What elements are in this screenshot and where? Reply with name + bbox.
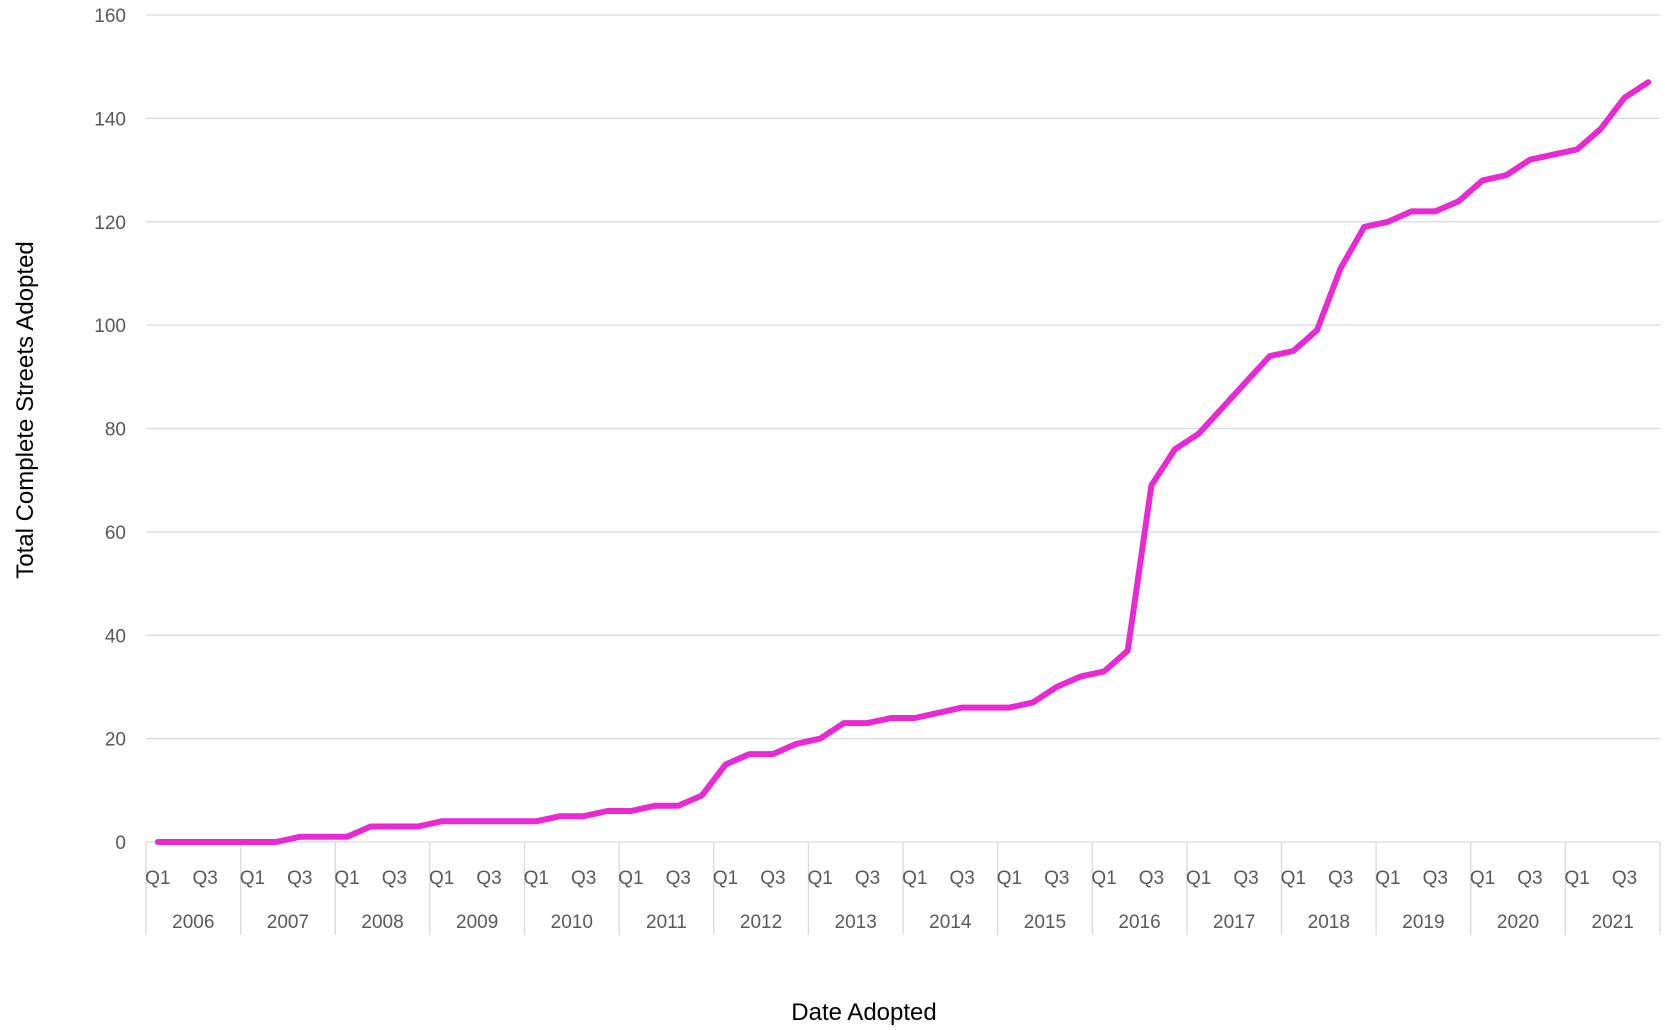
x-tick-label: Q1 [429, 868, 454, 889]
x-tick-label: Q1 [1375, 868, 1400, 889]
x-tick-label: Q1 [1091, 868, 1116, 889]
x-tick-label: Q3 [949, 868, 974, 889]
x-tick-label: Q1 [902, 868, 927, 889]
x-tick-label: Q3 [1423, 868, 1448, 889]
year-label: 2021 [1592, 912, 1634, 933]
x-tick-label: Q1 [334, 868, 359, 889]
x-tick-label: Q3 [382, 868, 407, 889]
y-tick-label: 80 [105, 420, 126, 441]
x-tick-label: Q3 [855, 868, 880, 889]
x-axis-title: Date Adopted [791, 999, 936, 1026]
x-tick-label: Q1 [1565, 868, 1590, 889]
x-tick-label: Q3 [1139, 868, 1164, 889]
year-label: 2008 [361, 912, 403, 933]
x-tick-label: Q3 [1517, 868, 1542, 889]
x-tick-label: Q1 [997, 868, 1022, 889]
year-label: 2012 [740, 912, 782, 933]
x-tick-label: Q1 [1186, 868, 1211, 889]
x-tick-label: Q3 [1233, 868, 1258, 889]
x-tick-label: Q3 [1044, 868, 1069, 889]
year-label: 2014 [929, 912, 972, 933]
year-label: 2011 [646, 912, 687, 933]
x-tick-label: Q3 [1612, 868, 1637, 889]
gridlines [146, 14, 1660, 843]
series-layer [154, 79, 1652, 845]
y-tick-label: 140 [94, 109, 126, 130]
x-tick-label: Q1 [1281, 868, 1306, 889]
year-label: 2018 [1308, 912, 1350, 933]
y-tick-label: 40 [105, 626, 126, 647]
x-tick-label: Q3 [476, 868, 501, 889]
x-tick-label: Q3 [666, 868, 691, 889]
x-tick-label: Q1 [713, 868, 738, 889]
x-axis: Q1 Q3 2006 Q1 Q3 2007 Q1 Q3 2008 Q1 Q3 2009 Q1 Q3 2010… [145, 842, 1661, 935]
series-line [154, 79, 1652, 845]
x-tick-label: Q3 [571, 868, 596, 889]
year-label: 2007 [267, 912, 309, 933]
x-tick-label: Q1 [524, 868, 549, 889]
x-tick-label: Q3 [1328, 868, 1353, 889]
x-tick-label: Q3 [287, 868, 312, 889]
year-label: 2017 [1213, 912, 1255, 933]
year-label: 2010 [551, 912, 593, 933]
y-tick-label: 0 [115, 833, 126, 854]
y-tick-label: 100 [94, 316, 126, 337]
year-label: 2015 [1024, 912, 1066, 933]
x-tick-label: Q1 [145, 868, 170, 889]
x-tick-label: Q3 [760, 868, 785, 889]
x-tick-label: Q1 [808, 868, 833, 889]
y-axis-title: Total Complete Streets Adopted [12, 241, 39, 579]
year-label: 2013 [835, 912, 877, 933]
x-tick-label: Q1 [618, 868, 643, 889]
y-tick-label: 120 [94, 213, 126, 234]
year-label: 2016 [1118, 912, 1160, 933]
y-tick-label: 20 [105, 730, 126, 751]
y-tick-label: 60 [105, 523, 126, 544]
x-tick-label: Q1 [1470, 868, 1495, 889]
x-tick-label: Q3 [192, 868, 217, 889]
year-label: 2009 [456, 912, 498, 933]
x-tick-label: Q1 [240, 868, 265, 889]
year-label: 2019 [1402, 912, 1444, 933]
year-label: 2006 [172, 912, 214, 933]
y-tick-label: 160 [94, 6, 126, 27]
y-axis-tick-labels: 0 20 40 60 80 100 120 140 160 [94, 6, 126, 854]
year-label: 2020 [1497, 912, 1539, 933]
